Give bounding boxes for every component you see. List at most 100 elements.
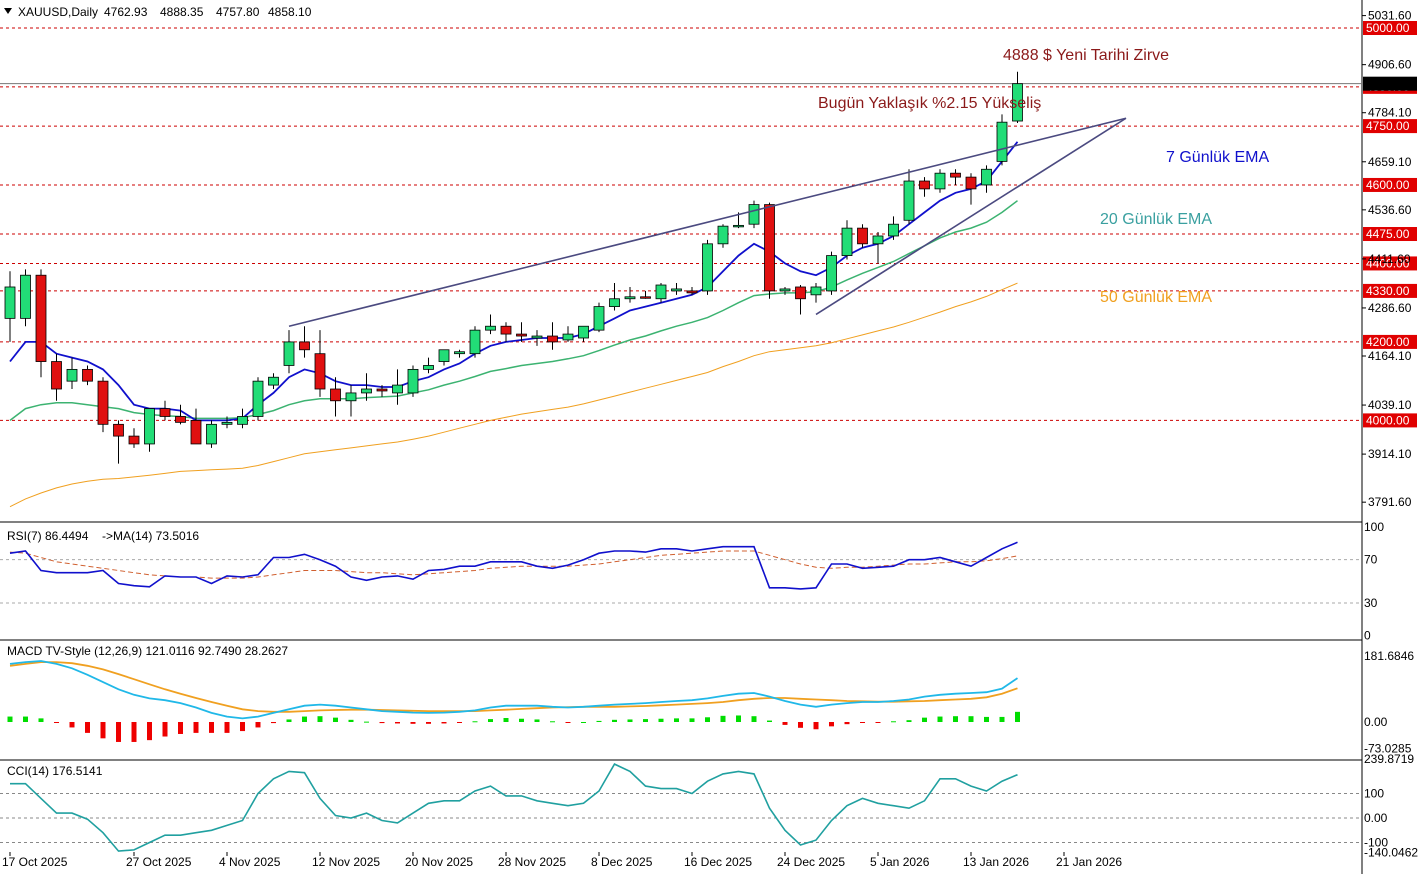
rsi-axis-label-2: 30	[1364, 596, 1378, 610]
candle-1	[20, 269, 31, 327]
price-axis: 5000.004850.004750.004600.004475.004400.…	[1362, 9, 1417, 509]
macd-hist-bar-23	[364, 721, 369, 723]
macd-axis-label-0: 181.6846	[1364, 649, 1414, 663]
macd-hist-bar-56	[875, 722, 881, 723]
level-tag-label-8: 4000.00	[1366, 413, 1410, 427]
candle-60	[934, 169, 946, 193]
candle-25	[392, 369, 403, 405]
candle-18	[283, 330, 295, 374]
macd-hist-bar-22	[348, 719, 354, 722]
candle-62	[965, 173, 977, 205]
candle-51	[795, 285, 806, 315]
macd-pane: 181.6846 0.00 -73.0285	[7, 649, 1414, 756]
macd-hist-bar-54	[844, 722, 850, 725]
rsi-line	[9, 541, 1018, 590]
macd-hist-bar-53	[829, 722, 834, 727]
collapse-triangle-icon[interactable]	[4, 8, 12, 14]
macd-axis-label-1: 0.00	[1364, 715, 1388, 729]
candle-23	[361, 373, 372, 401]
candle-33	[516, 322, 527, 342]
price-axis-label-2: 4784.10	[1368, 106, 1412, 120]
candle-34	[531, 330, 543, 346]
macd-hist-bar-18	[286, 719, 292, 722]
macd-hist-bar-55	[860, 722, 865, 723]
rsi-axis-label-3: 0	[1364, 628, 1371, 642]
candle-65	[1012, 71, 1023, 124]
macd-hist-bar-10	[162, 722, 168, 737]
candles	[4, 71, 1023, 464]
x-axis-label-2: 4 Nov 2025	[219, 855, 281, 869]
macd-hist-bar-38	[596, 720, 602, 722]
macd-hist-bar-35	[550, 721, 555, 723]
level-tag-3	[1363, 177, 1417, 192]
close-value: 4858.10	[268, 5, 312, 19]
level-tag-label-4: 4475.00	[1366, 227, 1410, 241]
candle-28	[438, 349, 450, 366]
candle-10	[159, 400, 171, 421]
trendline-lower[interactable]	[815, 117, 1127, 316]
candle-43	[671, 283, 682, 295]
cci-axis-label-2: 0.00	[1364, 811, 1388, 825]
candle-2	[35, 269, 47, 378]
macd-hist-bar-20	[317, 716, 323, 722]
level-tag-label-5: 4400.00	[1366, 256, 1410, 270]
candle-19	[299, 326, 310, 358]
candle-44	[686, 286, 698, 295]
x-axis-label-10: 13 Jan 2026	[963, 855, 1029, 869]
macd-hist-bar-12	[193, 722, 199, 733]
annotation-new-high: 4888 $ Yeni Tarihi Zirve	[1003, 47, 1169, 64]
candle-32	[500, 322, 512, 342]
level-tag-8	[1363, 413, 1417, 428]
candle-0	[4, 271, 16, 342]
macd-hist-bar-1	[23, 716, 28, 722]
rsi-title: RSI(7) 86.4494	[7, 529, 89, 543]
x-axis-label-11: 21 Jan 2026	[1056, 855, 1122, 869]
macd-hist-bar-57	[891, 721, 896, 723]
candle-20	[314, 330, 326, 397]
macd-hist-bar-3	[54, 722, 59, 723]
open-value: 4762.93	[104, 5, 148, 19]
macd-hist-bar-39	[612, 719, 617, 722]
macd-hist-bar-50	[782, 722, 788, 725]
candle-29	[454, 349, 465, 358]
level-tag-2	[1363, 119, 1417, 134]
candle-5	[82, 365, 93, 386]
macd-hist-bar-60	[937, 716, 943, 722]
candle-42	[655, 283, 667, 303]
macd-hist-bar-27	[426, 722, 431, 724]
macd-signal-line	[9, 661, 1018, 713]
macd-hist-bar-16	[255, 722, 261, 728]
macd-hist-bar-7	[116, 722, 121, 742]
macd-hist-bar-26	[410, 722, 416, 724]
rsi-axis-label-0: 100	[1364, 520, 1384, 534]
cci-line	[10, 763, 1018, 852]
candle-12	[190, 408, 202, 445]
candle-31	[485, 314, 496, 335]
candle-11	[175, 404, 186, 425]
level-tag-label-0: 5000.00	[1366, 21, 1410, 35]
macd-hist-bar-17	[271, 722, 276, 724]
trendline-upper[interactable]	[288, 117, 1127, 328]
price-axis-label-3: 4659.10	[1368, 155, 1412, 169]
candle-6	[97, 377, 109, 433]
candle-57	[888, 216, 899, 240]
macd-hist-bar-34	[534, 719, 540, 722]
cci-axis-label-1: 100	[1364, 786, 1384, 800]
x-axis-label-1: 27 Oct 2025	[126, 855, 192, 869]
macd-hist-bar-29	[457, 722, 462, 723]
trendlines	[288, 117, 1127, 328]
level-tag-0	[1363, 21, 1417, 35]
level-tag-5	[1363, 256, 1417, 271]
macd-hist-bar-13	[209, 722, 214, 733]
macd-hist-bar-62	[968, 716, 974, 722]
rsi-axis-label-1: 70	[1364, 553, 1378, 567]
macd-hist-bar-5	[85, 722, 90, 733]
macd-hist-bar-52	[813, 722, 819, 730]
x-axis-label-8: 24 Dec 2025	[777, 855, 845, 869]
macd-hist-bar-11	[178, 722, 183, 734]
macd-hist-bar-14	[224, 722, 230, 733]
macd-title: MACD TV-Style (12,26,9) 121.0116 92.7490…	[7, 644, 288, 658]
candle-24	[376, 385, 388, 397]
level-tag-6	[1363, 283, 1417, 298]
